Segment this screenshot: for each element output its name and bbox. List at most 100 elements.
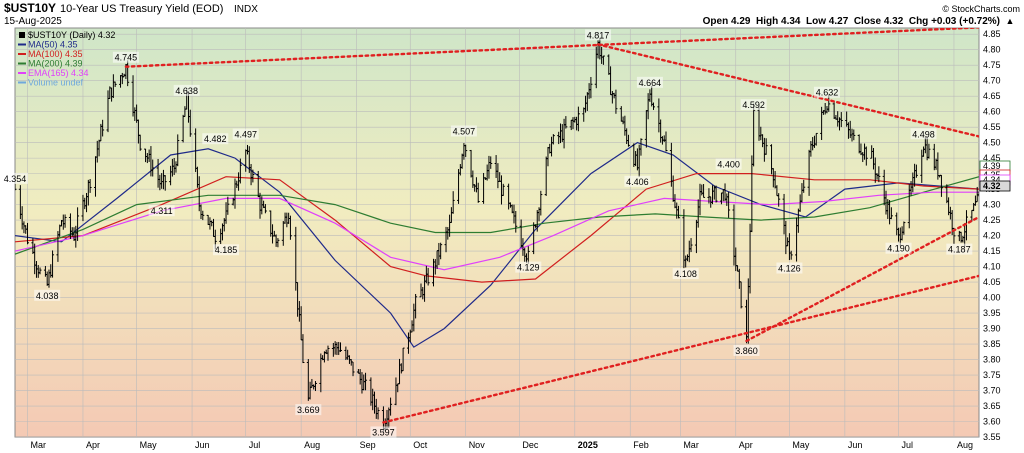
price-bar [464,144,468,157]
annotation-label: 4.400 [717,160,740,170]
annotation-label: 4.638 [175,86,198,96]
y-tick-label: 4.85 [983,29,1001,39]
annotation-label: 4.354 [4,174,27,184]
price-bar [26,222,30,245]
x-tick-label: Apr [86,440,100,450]
annotation-label: 4.482 [204,134,227,144]
annotation-label: 4.311 [151,206,173,216]
annotation-label: 4.185 [215,245,238,255]
legend-label: $UST10Y (Daily) 4.32 [28,30,115,40]
price-bar [727,191,731,218]
price-bar [51,250,55,278]
right-value-labels: 4.394.354.344.32 [979,160,1011,192]
annotation-bg [910,128,937,140]
price-bar [939,174,943,197]
price-bar [802,179,806,193]
price-bar [326,345,330,361]
price-bar [689,238,693,253]
y-tick-label: 3.65 [983,401,1001,411]
price-bar [288,215,292,240]
annotation-label: 4.187 [948,245,971,255]
price-bar [451,191,455,214]
price-bar [789,250,793,260]
watermark: © StockCharts.com [942,4,1020,14]
price-bar [514,210,518,233]
trendline-upper [124,28,979,68]
legend-item-ma200: MA(200) 4.39 [18,59,83,69]
price-bar [301,334,305,364]
annotation-layer: 4.354 4.038 4.745 4.638 4.482 4.311 4.497 4.185… [2,29,973,438]
x-tick-label: Mar [31,440,47,450]
price-bar [76,207,80,241]
price-bar [138,134,142,151]
annotation-label: 4.664 [639,78,662,88]
price-bar [63,214,67,228]
x-tick-label: Jul [249,440,261,450]
y-axis: 3.55 3.60 3.65 3.70 3.75 3.80 3.85 3.90 3.95 4.00… [983,29,1001,442]
price-bar [476,182,480,203]
price-bar [539,190,543,216]
legend-item-volume: Volume undef [18,78,84,88]
x-tick-label: Mar [683,440,699,450]
price-bar [389,397,393,416]
series-line-ema165 [15,191,979,271]
x-tick-label: Feb [633,440,649,450]
price-bar [877,166,881,183]
annotation-label: 3.597 [372,427,395,437]
price-bar [101,119,105,137]
price-bar [489,156,493,169]
y-tick-label: 3.60 [983,417,1001,427]
price-bar [589,77,593,99]
price-bar [439,242,443,260]
annotation-bg [370,426,397,438]
price-bar [201,210,205,221]
price-bar [564,116,568,129]
annotation-bg [148,205,175,217]
series-line-ma100 [15,173,979,283]
price-bar [339,342,343,352]
y-tick-label: 4.10 [983,262,1001,272]
annotation-bg [585,29,612,41]
x-tick-label: May [792,440,810,450]
x-tick-label: May [140,440,158,450]
y-tick-label: 4.05 [983,277,1001,287]
x-tick-label: Aug [957,440,973,450]
price-bar [752,103,756,167]
price-bar [251,169,255,183]
annotation-bg [515,261,542,273]
y-tick-label: 4.75 [983,60,1001,70]
trendline-layer [124,28,979,424]
annotation-bg [740,99,767,111]
y-tick-label: 4.20 [983,231,1001,241]
annotation-bg [213,244,240,256]
x-tick-label: 2025 [578,440,598,450]
price-bar [263,204,267,214]
y-tick-label: 3.85 [983,339,1001,349]
price-bar [38,267,42,275]
x-tick-label: Apr [739,440,753,450]
value-flag-label: 4.34 [983,175,1001,185]
annotation-bg [232,128,259,140]
chart-symbol: $UST10Y [4,1,56,15]
y-tick-label: 3.55 [983,432,1001,442]
legend-item-ma100: MA(100) 4.35 [18,49,83,59]
legend-label: MA(200) 4.39 [28,59,83,69]
y-tick-label: 3.90 [983,324,1001,334]
trendline-lower-2 [745,215,979,343]
y-tick-label: 4.70 [983,76,1001,86]
price-layer [15,37,979,433]
price-bar [526,246,530,264]
legend-label: Volume undef [28,78,84,88]
price-bar [126,60,130,87]
price-bar [964,210,968,241]
y-tick-label: 4.15 [983,246,1001,256]
annotation-label: 4.497 [234,130,257,140]
y-tick-label: 3.70 [983,386,1001,396]
ohlc-readout: Open 4.29 High 4.34 Low 4.27 Close 4.32 … [703,16,1000,27]
chart-exchange: INDX [234,4,258,15]
y-tick-label: 3.95 [983,308,1001,318]
annotation-label: 4.745 [115,53,138,63]
price-bar [88,179,92,193]
